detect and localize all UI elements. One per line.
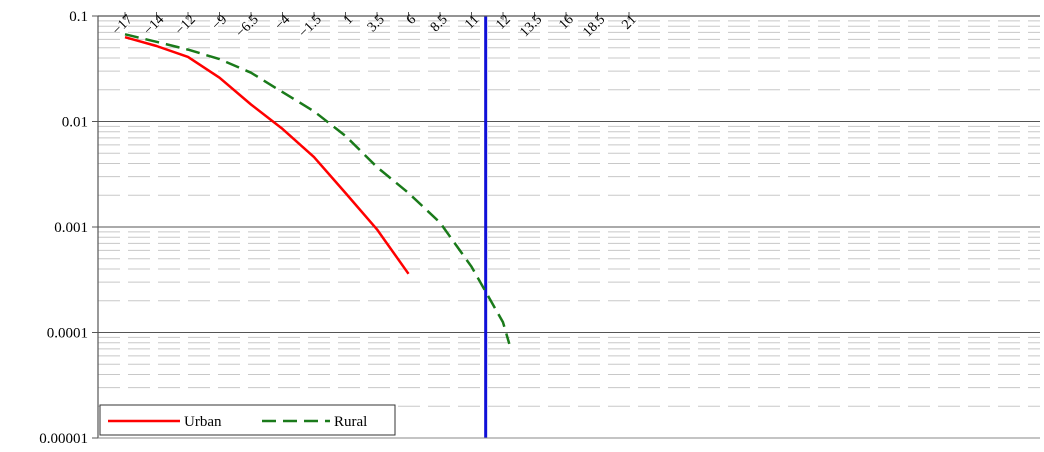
x-tick-label: −9 <box>209 12 230 33</box>
y-tick-labels: 0.1 0.01 0.001 0.0001 0.00001 <box>39 9 88 447</box>
x-tick-label: 16 <box>556 12 577 33</box>
x-tick-label: 21 <box>619 12 640 33</box>
y-tick-label: 0.01 <box>62 115 88 131</box>
legend: Urban Rural <box>99 404 396 436</box>
y-tick-label: 0.001 <box>54 220 88 236</box>
x-tick-label: 1 <box>341 12 357 28</box>
y-tick-label: 0.00001 <box>39 431 88 447</box>
x-tick-label: 6 <box>404 12 420 28</box>
x-tick-label: −4 <box>272 12 293 33</box>
series-line-rural <box>124 33 511 345</box>
legend-label-urban: Urban <box>184 414 222 430</box>
series-layer <box>124 33 511 345</box>
x-tick-label: 12 <box>493 12 514 33</box>
series-line-urban <box>124 35 410 275</box>
legend-label-rural: Rural <box>334 414 367 430</box>
x-tick-label: 11 <box>462 12 482 32</box>
y-tick-label: 0.0001 <box>47 326 88 342</box>
axes <box>92 12 1040 439</box>
y-tick-label: 0.1 <box>69 9 88 25</box>
minor-gridlines <box>98 20 1040 407</box>
